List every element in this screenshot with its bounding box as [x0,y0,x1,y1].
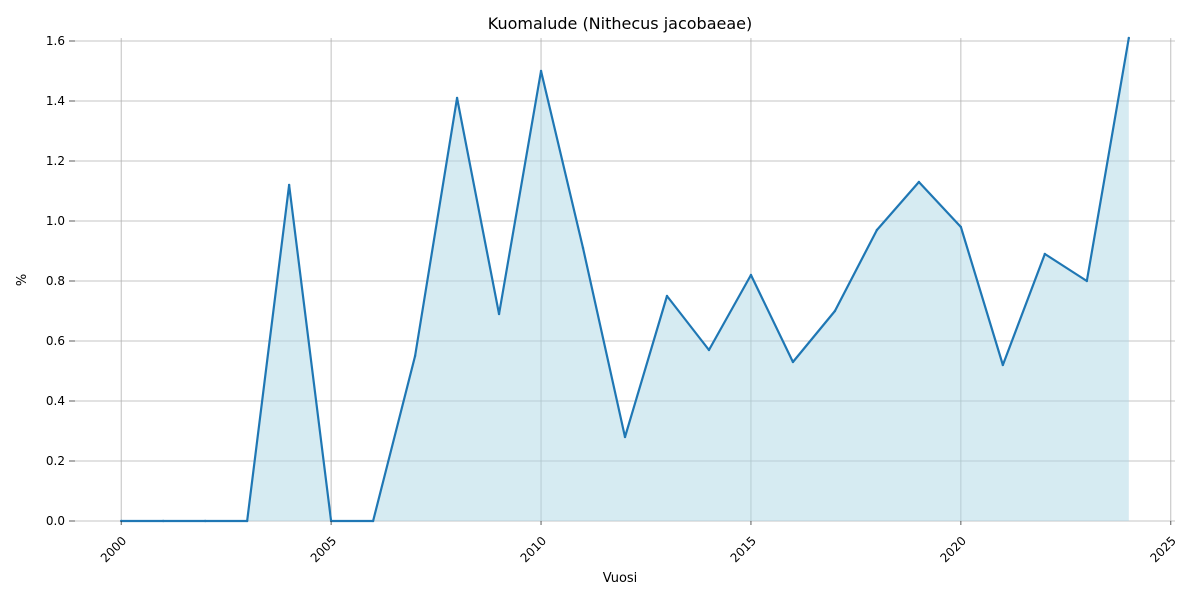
x-tick-label: 2000 [98,534,129,565]
y-tick-label: 1.0 [46,214,65,228]
y-tick-label: 1.2 [46,154,65,168]
x-tick-label: 2020 [937,534,968,565]
data-point [1127,36,1131,40]
y-tick-label: 1.4 [46,94,65,108]
data-point [203,519,207,523]
data-point [707,348,711,352]
data-point [959,225,963,229]
data-point [539,69,543,73]
y-tick-label: 0.0 [46,514,65,528]
data-point [875,228,879,232]
x-axis-title: Vuosi [603,571,638,586]
data-point [917,180,921,184]
y-axis-title: % [15,274,30,286]
y-tick-label: 0.6 [46,334,65,348]
data-point [497,312,501,316]
data-point [749,273,753,277]
data-point [161,519,165,523]
data-point [833,309,837,313]
data-point [1001,363,1005,367]
chart-title: Kuomalude (Nithecus jacobaeae) [488,14,753,33]
y-axis-ticks: 0.0 0.2 0.4 0.6 0.8 1.0 1.2 1.4 1.6 [46,34,75,528]
x-tick-label: 2025 [1147,534,1178,565]
x-axis-ticks: 2000 2005 2010 2015 2020 2025 [98,521,1179,565]
data-point [287,183,291,187]
data-point [1043,252,1047,256]
x-tick-label: 2005 [308,534,339,565]
area-layer [121,38,1129,521]
y-tick-label: 1.6 [46,34,65,48]
data-point [245,519,249,523]
x-tick-label: 2010 [518,534,549,565]
area-fill [121,38,1129,521]
data-point [581,246,585,250]
data-point [791,360,795,364]
data-point [623,435,627,439]
data-point [665,294,669,298]
y-tick-label: 0.8 [46,274,65,288]
data-point [455,96,459,100]
y-tick-label: 0.2 [46,454,65,468]
data-point [1085,279,1089,283]
line-layer [119,36,1131,523]
x-tick-label: 2015 [728,534,759,565]
y-tick-label: 0.4 [46,394,65,408]
data-point [413,354,417,358]
data-point [371,519,375,523]
